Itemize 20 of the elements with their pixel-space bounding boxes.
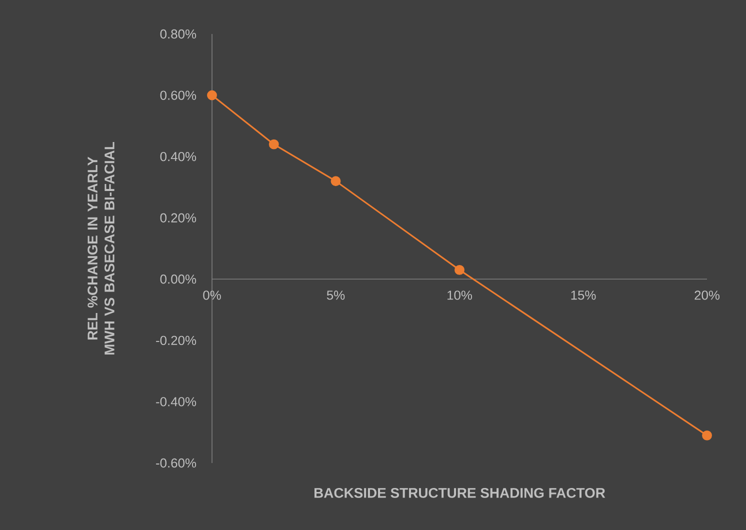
x-tick-label: 15% <box>571 290 596 300</box>
x-tick-label: 0% <box>203 290 221 300</box>
y-tick-label: 0.60% <box>160 90 196 100</box>
x-tick-label: 10% <box>448 290 472 300</box>
y-tick-label: 0.40% <box>160 152 196 162</box>
y-tick-label: 0.80% <box>160 29 196 39</box>
y-tick-label: -0.40% <box>156 397 196 406</box>
x-axis-title: BACKSIDE STRUCTURE SHADING FACTOR <box>314 488 606 498</box>
y-axis-title: REL %CHANGE IN YEARLY MWH VS BASECASE BI-FACIAL <box>88 142 114 354</box>
point <box>207 90 217 100</box>
point <box>454 264 464 275</box>
point <box>702 430 712 440</box>
y-tick-label: -0.60% <box>156 458 196 468</box>
point <box>268 139 279 150</box>
point <box>330 176 341 186</box>
y-tick-label: -0.20% <box>156 336 196 346</box>
y-tick-label: 0.20% <box>160 213 196 222</box>
y-tick-label: 0.00% <box>160 274 196 284</box>
x-tick-label: 20% <box>694 290 720 300</box>
x-tick-label: 5% <box>326 290 345 300</box>
